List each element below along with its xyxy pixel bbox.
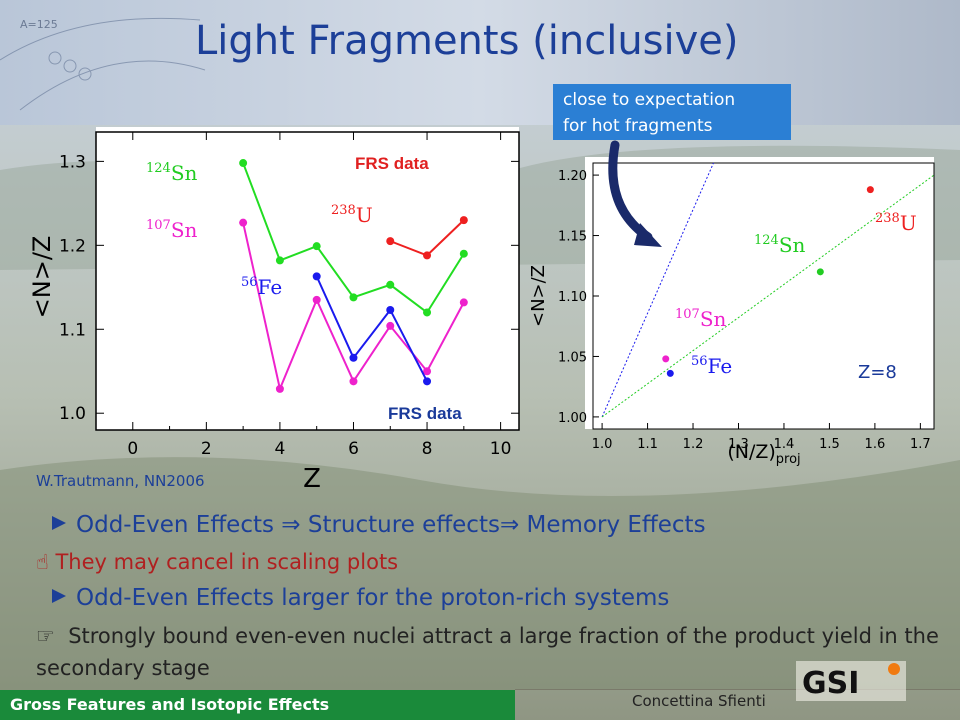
- data-point-238u: [459, 216, 468, 225]
- right-chart-y-tick-label: 1.10: [558, 290, 587, 305]
- left-chart-y-axis-label: <N>/Z: [28, 236, 56, 319]
- left-chart-x-axis-label: Z: [303, 464, 321, 494]
- left-chart-y-tick-label: 1.0: [59, 404, 86, 424]
- data-point-107sn: [349, 377, 358, 386]
- data-point-107sn: [423, 367, 432, 376]
- bullet-2: ☝ They may cancel in scaling plots: [36, 550, 398, 574]
- right-label-107sn: 107Sn: [675, 307, 727, 331]
- slide-title: Light Fragments (inclusive): [195, 18, 739, 64]
- right-chart-points: [662, 186, 874, 377]
- right-chart: 1.0 1.1 1.2 1.3 1.4 1.5 1.6 1.7 1.00 1.0…: [528, 157, 935, 467]
- label-107sn: 107Sn: [146, 218, 198, 242]
- green-reference-line: [601, 174, 935, 418]
- triangle-bullet-icon: [52, 516, 66, 530]
- right-chart-y-axis-label: <N>/Z: [528, 265, 549, 327]
- data-point-124sn: [386, 280, 395, 289]
- data-point-107sn: [239, 218, 248, 227]
- right-label-56fe: 56Fe: [691, 354, 732, 378]
- left-chart-y-tick-label: 1.2: [59, 236, 86, 256]
- bullet-4: ☞ Strongly bound even-even nuclei attrac…: [36, 620, 946, 684]
- svg-text:A=125: A=125: [20, 18, 58, 31]
- right-label-238u: 238U: [875, 211, 917, 235]
- right-chart-y-tick-label: 1.00: [558, 411, 587, 426]
- callout-line-1: close to expectation: [563, 90, 736, 110]
- data-point-56fe: [386, 305, 395, 314]
- bullet-3-text: Odd-Even Effects larger for the proton-r…: [76, 585, 670, 611]
- data-point-56fe: [666, 369, 674, 377]
- left-chart-annotation-bottom: FRS data: [388, 404, 462, 423]
- right-chart-x-tick-label: 1.6: [865, 437, 886, 452]
- right-chart-annotation: Z=8: [858, 362, 897, 383]
- data-point-124sn: [423, 308, 432, 317]
- right-chart-x-tick-label: 1.5: [819, 437, 840, 452]
- bullet-2-text: They may cancel in scaling plots: [55, 550, 399, 574]
- data-point-124sn: [239, 159, 248, 168]
- left-chart-x-tick-label: 4: [274, 439, 285, 459]
- right-chart-ticks: [593, 174, 921, 429]
- left-chart-y-tick-label: 1.3: [59, 152, 86, 172]
- data-point-107sn: [662, 355, 670, 363]
- data-point-124sn: [312, 242, 321, 251]
- left-chart-annotation-top: FRS data: [355, 154, 429, 173]
- data-point-107sn: [275, 384, 284, 393]
- hand-pointing-icon: ☞: [36, 624, 55, 648]
- data-point-56fe: [312, 272, 321, 281]
- bullet-1-text: Odd-Even Effects ⇒ Structure effects⇒ Me…: [76, 512, 706, 538]
- callout-box: close to expectation for hot fragments: [553, 84, 791, 140]
- left-chart-y-tick-label: 1.1: [59, 320, 86, 340]
- right-chart-x-tick-label: 1.1: [637, 437, 658, 452]
- left-chart-frame: [95, 131, 520, 431]
- data-point-56fe: [349, 353, 358, 362]
- right-chart-y-tick-label: 1.20: [558, 169, 587, 184]
- data-point-238u: [866, 186, 874, 194]
- right-chart-plot-area: [585, 157, 934, 429]
- series-line-56fe: [315, 275, 428, 382]
- footer-section-title: Gross Features and Isotopic Effects: [0, 690, 515, 720]
- data-point-107sn: [386, 321, 395, 330]
- right-label-124sn: 124Sn: [754, 233, 806, 257]
- citation: W.Trautmann, NN2006: [36, 472, 205, 490]
- data-point-124sn: [459, 249, 468, 258]
- left-chart-x-tick-label: 2: [201, 439, 212, 459]
- right-chart-x-axis-label: (N/Z)proj: [727, 441, 800, 467]
- right-chart-y-tick-label: 1.05: [558, 350, 587, 365]
- footer-author: Concettina Sfienti: [632, 692, 766, 710]
- left-chart-ticks: [96, 132, 519, 430]
- right-chart-reference-lines: [601, 162, 935, 418]
- data-point-124sn: [275, 256, 284, 265]
- data-point-238u: [423, 251, 432, 260]
- right-chart-x-tick-label: 1.3: [728, 437, 749, 452]
- gsi-logo-icon: GSI: [796, 661, 906, 701]
- data-point-107sn: [459, 298, 468, 307]
- label-56fe: 56Fe: [241, 275, 282, 299]
- right-chart-x-tick-label: 1.7: [910, 437, 931, 452]
- left-chart-x-tick-label: 0: [127, 439, 138, 459]
- right-chart-y-tick-label: 1.15: [558, 230, 587, 245]
- left-chart: 0 2 4 6 8 10 1.0 1.1 1.2 1.3 Z <N>/Z FRS…: [28, 127, 520, 494]
- left-chart-series: [239, 159, 468, 393]
- data-point-56fe: [423, 377, 432, 386]
- data-point-124sn: [349, 293, 358, 302]
- right-chart-x-tick-label: 1.0: [592, 437, 613, 452]
- callout-arrow: [608, 140, 662, 247]
- hand-pointing-icon: ☝: [36, 550, 49, 574]
- triangle-bullet-icon: [52, 589, 66, 603]
- label-124sn: 124Sn: [146, 161, 198, 185]
- left-chart-x-tick-label: 6: [348, 439, 359, 459]
- right-chart-x-tick-label: 1.4: [774, 437, 795, 452]
- right-chart-x-tick-label: 1.2: [683, 437, 704, 452]
- bullet-4-text: Strongly bound even-even nuclei attract …: [36, 624, 939, 680]
- gsi-logo-text: GSI: [802, 666, 859, 701]
- bullet-1: Odd-Even Effects ⇒ Structure effects⇒ Me…: [52, 512, 706, 538]
- label-238u: 238U: [331, 203, 373, 227]
- bullet-3: Odd-Even Effects larger for the proton-r…: [52, 585, 669, 611]
- left-chart-x-tick-label: 8: [422, 439, 433, 459]
- left-chart-x-tick-label: 10: [490, 439, 512, 459]
- footer-divider: [515, 689, 960, 690]
- data-point-107sn: [312, 295, 321, 304]
- data-point-124sn: [816, 268, 824, 276]
- data-point-238u: [386, 237, 395, 246]
- callout-line-2: for hot fragments: [563, 116, 713, 136]
